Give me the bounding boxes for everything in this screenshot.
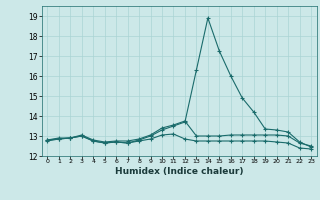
X-axis label: Humidex (Indice chaleur): Humidex (Indice chaleur) bbox=[115, 167, 244, 176]
